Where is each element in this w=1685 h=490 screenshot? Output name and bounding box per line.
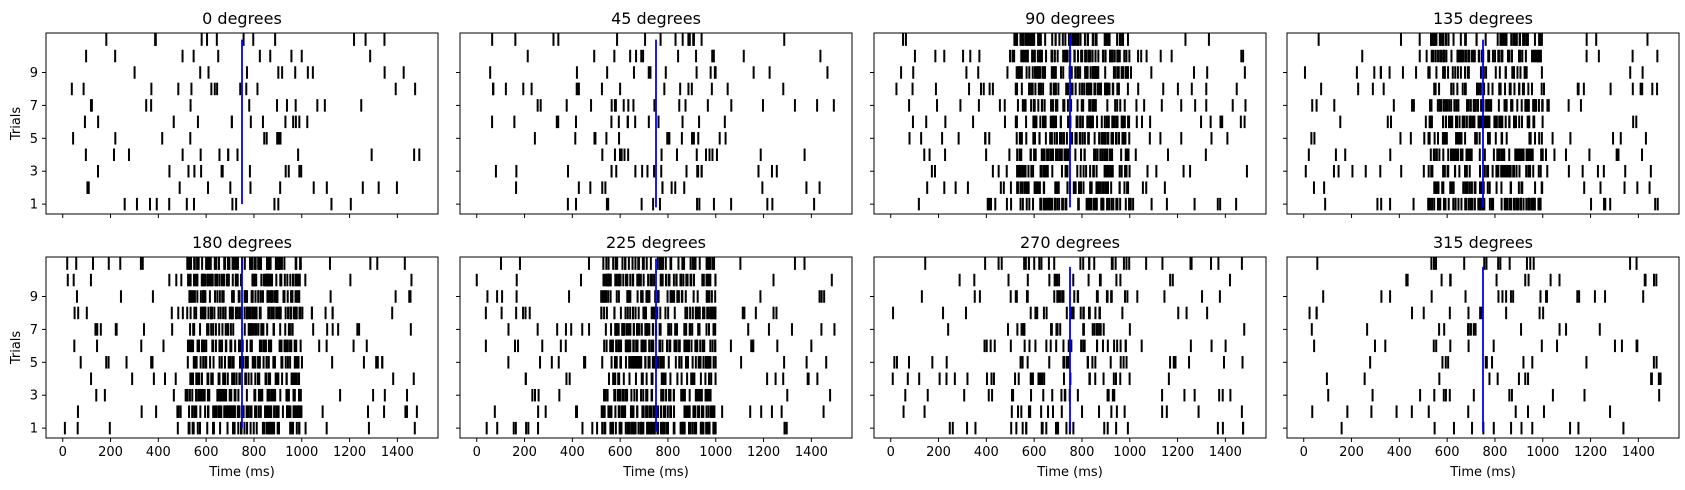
raster-panel: 45 degrees — [456, 9, 853, 218]
x-axis-label: Time (ms) — [1449, 465, 1516, 480]
x-tick-label: 1200 — [1574, 445, 1607, 460]
x-tick-label: 400 — [560, 445, 585, 460]
panel-title: 270 degrees — [1020, 233, 1120, 252]
x-tick-label: 0 — [1300, 445, 1308, 460]
y-tick-label: 1 — [30, 198, 38, 213]
x-tick-label: 800 — [1483, 445, 1508, 460]
raster-panel: 180 degrees 0 200 400 600 800 1000 1200 1400 1 3 5 7… — [9, 233, 439, 480]
x-tick-label: 200 — [512, 445, 537, 460]
y-tick-label: 7 — [30, 99, 38, 114]
x-tick-label: 1200 — [747, 445, 780, 460]
y-tick-label: 3 — [30, 389, 38, 404]
x-axis-label: Time (ms) — [622, 465, 689, 480]
panel-title: 0 degrees — [202, 9, 282, 28]
y-tick-label: 5 — [30, 132, 38, 147]
axes-frame — [459, 256, 853, 439]
x-tick-label: 800 — [656, 445, 681, 460]
y-axis-label: Trials — [9, 107, 24, 142]
x-tick-label: 600 — [1435, 445, 1460, 460]
x-tick-label: 1400 — [381, 445, 414, 460]
x-tick-label: 800 — [1070, 445, 1095, 460]
x-tick-label: 0 — [59, 445, 67, 460]
y-tick-label: 3 — [30, 165, 38, 180]
raster-panel: 225 degrees 0 200 400 600 800 1000 1200 1400 Time… — [456, 233, 853, 480]
x-tick-label: 800 — [242, 445, 267, 460]
spike-group — [489, 33, 835, 211]
spike-group — [63, 257, 418, 435]
spike-group — [1308, 257, 1662, 435]
x-tick-label: 1400 — [795, 445, 828, 460]
panel-title: 180 degrees — [192, 233, 292, 252]
panel-title: 315 degrees — [1433, 233, 1533, 252]
x-tick-label: 200 — [926, 445, 951, 460]
x-tick-label: 0 — [887, 445, 895, 460]
x-tick-label: 1000 — [699, 445, 732, 460]
x-tick-label: 1000 — [285, 445, 318, 460]
y-tick-label: 7 — [30, 323, 38, 338]
axes-frame — [459, 32, 853, 215]
x-tick-label: 400 — [1387, 445, 1412, 460]
axes-frame — [873, 256, 1267, 439]
x-tick-label: 600 — [1022, 445, 1047, 460]
x-tick-label: 1400 — [1209, 445, 1242, 460]
y-axis-label: Trials — [9, 331, 24, 366]
x-tick-label: 1000 — [1113, 445, 1146, 460]
x-tick-label: 400 — [974, 445, 999, 460]
x-tick-label: 1200 — [1161, 445, 1194, 460]
x-tick-label: 1000 — [1526, 445, 1559, 460]
raster-panel: 90 degrees — [870, 9, 1267, 218]
y-tick-label: 1 — [30, 422, 38, 437]
axes-frame — [45, 256, 439, 439]
x-tick-label: 600 — [194, 445, 219, 460]
raster-panel: 0 degrees 1 3 5 7 9 Trials — [9, 9, 439, 218]
y-tick-label: 9 — [30, 290, 38, 305]
axes-frame — [1286, 256, 1680, 439]
x-tick-label: 200 — [98, 445, 123, 460]
spike-group — [891, 257, 1246, 435]
axes-frame — [45, 32, 439, 215]
x-tick-label: 200 — [1339, 445, 1364, 460]
x-tick-label: 400 — [146, 445, 171, 460]
axes-frame — [873, 32, 1267, 215]
panel-title: 225 degrees — [606, 233, 706, 252]
raster-panel: 315 degrees 0 200 400 600 800 1000 1200 1400 Time… — [1283, 233, 1680, 480]
panel-title: 45 degrees — [611, 9, 701, 28]
x-axis-label: Time (ms) — [208, 465, 275, 480]
y-tick-label: 5 — [30, 356, 38, 371]
y-tick-label: 9 — [30, 66, 38, 81]
raster-panel: 135 degrees — [1283, 9, 1680, 218]
x-tick-label: 1200 — [333, 445, 366, 460]
x-axis-label: Time (ms) — [1036, 465, 1103, 480]
panel-title: 135 degrees — [1433, 9, 1533, 28]
raster-panel: 270 degrees 0 200 400 600 800 1000 1200 1400 Time… — [870, 233, 1267, 480]
x-tick-label: 600 — [608, 445, 633, 460]
spike-group — [895, 33, 1248, 211]
panel-title: 90 degrees — [1025, 9, 1115, 28]
axes-frame — [1286, 32, 1680, 215]
spike-group — [70, 33, 421, 211]
x-tick-label: 1400 — [1622, 445, 1655, 460]
spike-group — [1303, 33, 1659, 211]
x-tick-label: 0 — [473, 445, 481, 460]
